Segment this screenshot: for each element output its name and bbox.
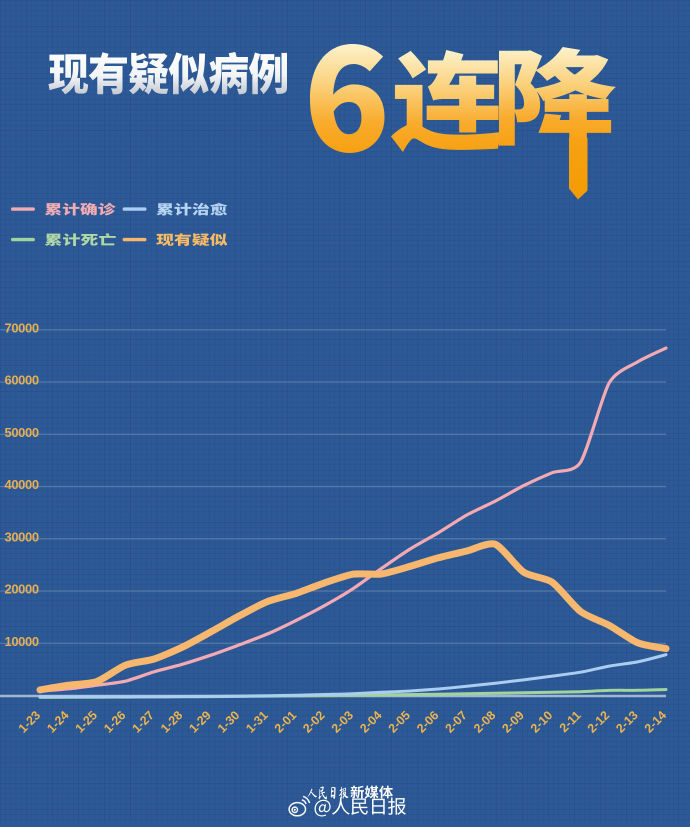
svg-text:50000: 50000	[5, 425, 39, 440]
svg-text:10000: 10000	[5, 634, 39, 649]
svg-text:70000: 70000	[5, 320, 39, 335]
svg-text:60000: 60000	[5, 373, 39, 388]
svg-text:30000: 30000	[5, 529, 39, 544]
svg-text:20000: 20000	[5, 582, 39, 597]
svg-text:40000: 40000	[5, 477, 39, 492]
